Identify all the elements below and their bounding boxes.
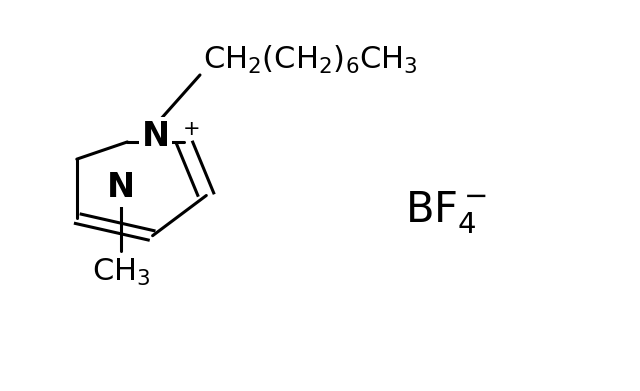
- Text: CH$_3$: CH$_3$: [92, 256, 150, 288]
- Text: CH$_2$(CH$_2$)$_6$CH$_3$: CH$_2$(CH$_2$)$_6$CH$_3$: [203, 44, 418, 76]
- Text: N: N: [107, 171, 135, 204]
- Text: N: N: [141, 120, 170, 153]
- Text: BF$_4^-$: BF$_4^-$: [405, 190, 487, 236]
- Text: +: +: [182, 118, 200, 138]
